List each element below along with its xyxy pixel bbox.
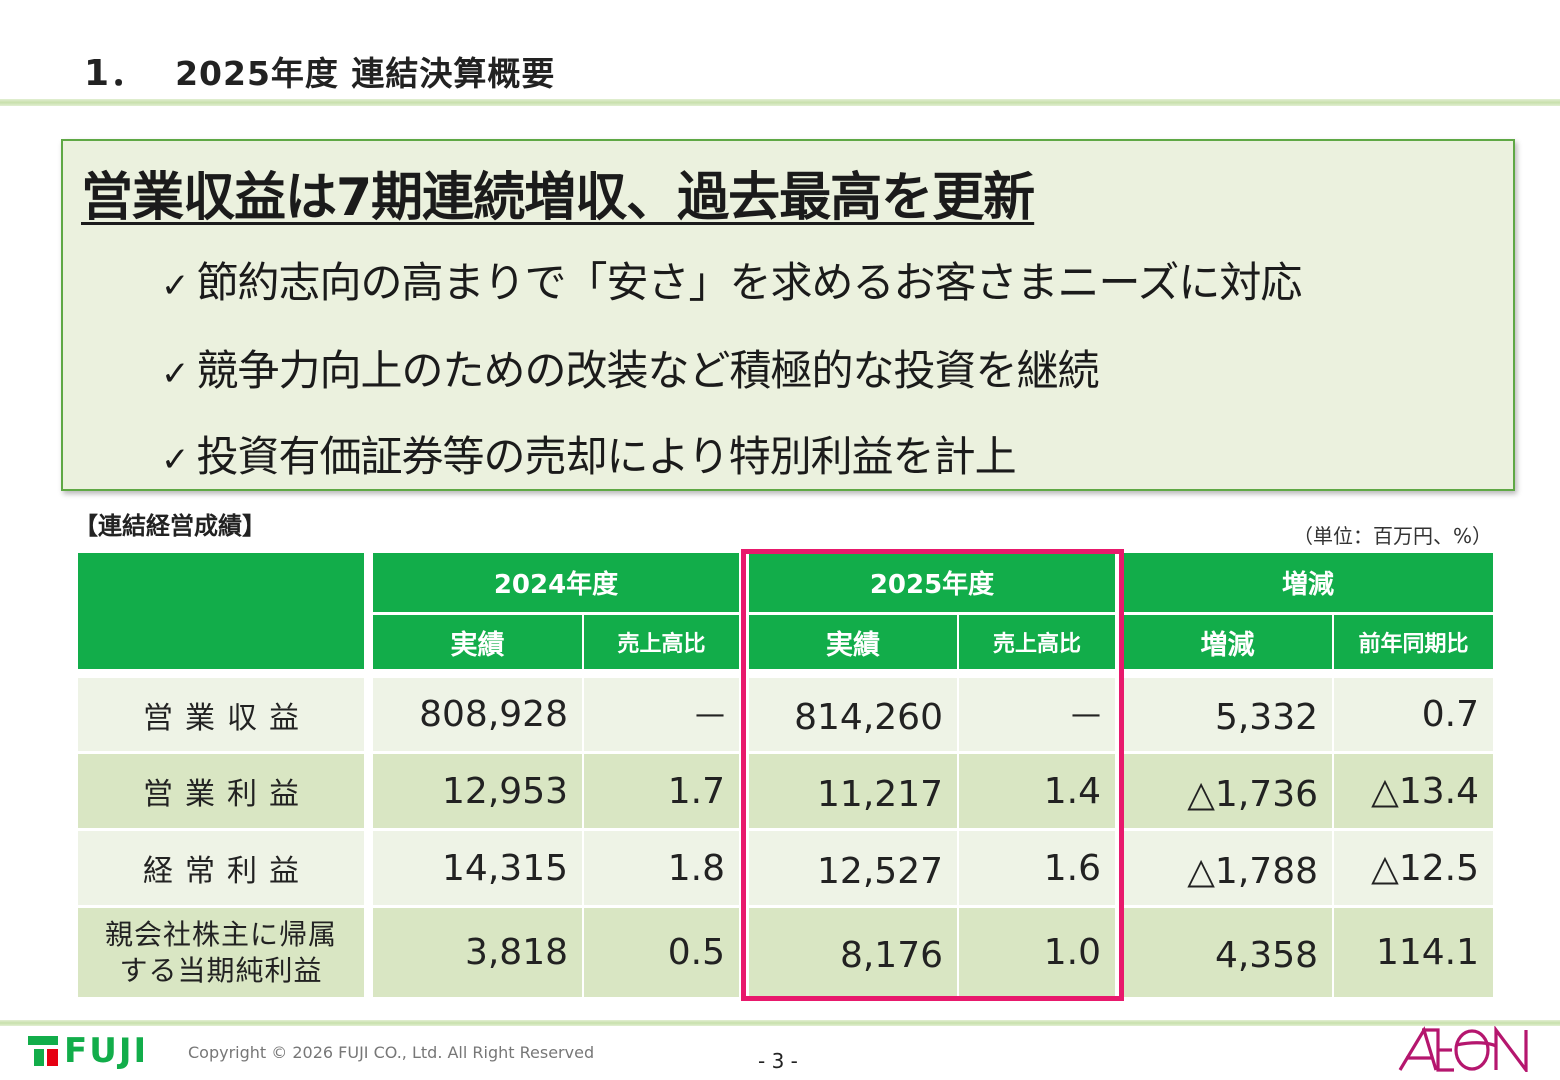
table-cell: 0.7 bbox=[1334, 678, 1493, 751]
table-section-label: 【連結経営成績】 bbox=[74, 512, 266, 540]
table-cell: △13.4 bbox=[1334, 754, 1493, 828]
row-label-operating-profit: 営業利益 bbox=[78, 754, 364, 828]
summary-box: 営業収益は7期連続増収、過去最高を更新 ✓ 節約志向の高まりで「安さ」を求めるお客… bbox=[61, 139, 1515, 491]
table-cell: — bbox=[959, 678, 1115, 751]
row-label-ordinary-profit: 経常利益 bbox=[78, 831, 364, 905]
subheader-2024-ratio: 売上高比 bbox=[584, 615, 739, 669]
check-icon: ✓ bbox=[161, 440, 189, 480]
page-title: 1． 2025年度 連結決算概要 bbox=[84, 44, 555, 96]
fuji-mark-icon bbox=[28, 1036, 58, 1066]
section-title: 2025年度 連結決算概要 bbox=[175, 54, 556, 93]
aeon-logo-icon bbox=[1398, 1026, 1528, 1072]
bullet-item: ✓ 競争力向上のための改装など積極的な投資を継続 bbox=[161, 337, 1100, 398]
bullet-text: 投資有価証券等の売却により特別利益を計上 bbox=[196, 432, 1017, 481]
bottom-divider bbox=[0, 1020, 1560, 1026]
section-number: 1． bbox=[84, 53, 148, 94]
subheader-2024-actual: 実績 bbox=[373, 615, 582, 669]
row-label-operating-revenue: 営業収益 bbox=[78, 678, 364, 751]
headline: 営業収益は7期連続増収、過去最高を更新 bbox=[81, 168, 1035, 228]
check-icon: ✓ bbox=[161, 266, 189, 306]
table-cell: 1.4 bbox=[959, 754, 1115, 828]
bullet-item: ✓ 投資有価証券等の売却により特別利益を計上 bbox=[161, 423, 1017, 484]
row-label-net-income: 親会社株主に帰属 する当期純利益 bbox=[78, 908, 364, 997]
check-icon: ✓ bbox=[161, 354, 189, 394]
fuji-logo: FUJI bbox=[28, 1031, 149, 1071]
table-cell: 5,332 bbox=[1123, 678, 1332, 751]
subheader-2025-actual: 実績 bbox=[749, 615, 957, 669]
table-cell: 8,176 bbox=[749, 908, 957, 997]
group-header-2025: 2025年度 bbox=[749, 553, 1115, 612]
table-cell: 11,217 bbox=[749, 754, 957, 828]
table-cell: 12,527 bbox=[749, 831, 957, 905]
table-cell: 0.5 bbox=[584, 908, 739, 997]
group-header-2024: 2024年度 bbox=[373, 553, 739, 612]
table-cell: 1.6 bbox=[959, 831, 1115, 905]
bullet-text: 節約志向の高まりで「安さ」を求めるお客さまニーズに対応 bbox=[196, 258, 1303, 307]
table-cell: 1.8 bbox=[584, 831, 739, 905]
subheader-2025-ratio: 売上高比 bbox=[959, 615, 1115, 669]
bullet-item: ✓ 節約志向の高まりで「安さ」を求めるお客さまニーズに対応 bbox=[161, 249, 1303, 310]
table-cell: 3,818 bbox=[373, 908, 582, 997]
row-label-line: する当期純利益 bbox=[119, 953, 323, 987]
table-cell: 12,953 bbox=[373, 754, 582, 828]
header-corner bbox=[78, 553, 364, 669]
table-cell: 14,315 bbox=[373, 831, 582, 905]
table-cell: △12.5 bbox=[1334, 831, 1493, 905]
unit-note: （単位：百万円、%） bbox=[1292, 524, 1492, 548]
group-header-change: 増減 bbox=[1123, 553, 1493, 612]
subheader-change-amount: 増減 bbox=[1123, 615, 1332, 669]
subheader-change-yoy: 前年同期比 bbox=[1334, 615, 1493, 669]
table-cell: 4,358 bbox=[1123, 908, 1332, 997]
table-cell: 1.0 bbox=[959, 908, 1115, 997]
table-cell: △1,736 bbox=[1123, 754, 1332, 828]
table-cell: — bbox=[584, 678, 739, 751]
fuji-logo-text: FUJI bbox=[64, 1031, 149, 1071]
table-cell: 808,928 bbox=[373, 678, 582, 751]
table-cell: 114.1 bbox=[1334, 908, 1493, 997]
table-cell: 1.7 bbox=[584, 754, 739, 828]
bullet-text: 競争力向上のための改装など積極的な投資を継続 bbox=[196, 346, 1100, 395]
copyright: Copyright © 2026 FUJI CO., Ltd. All Righ… bbox=[188, 1043, 595, 1062]
table-cell: 814,260 bbox=[749, 678, 957, 751]
row-label-line: 親会社株主に帰属 bbox=[104, 917, 337, 951]
top-divider bbox=[0, 99, 1560, 106]
page-number: - 3 - bbox=[758, 1049, 798, 1073]
table-cell: △1,788 bbox=[1123, 831, 1332, 905]
